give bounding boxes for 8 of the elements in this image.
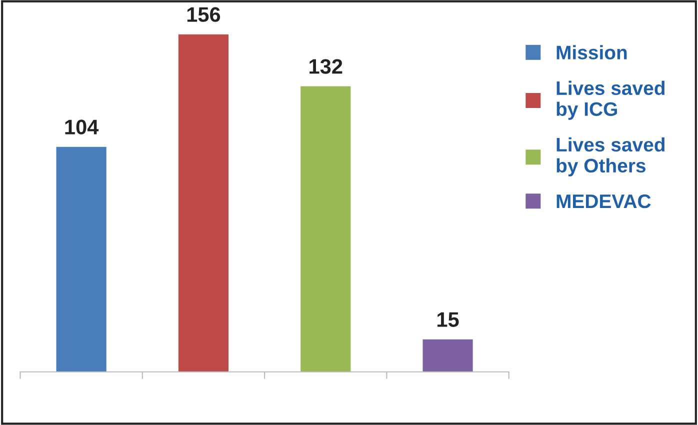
data-label: 132 — [310, 59, 342, 74]
legend-label: MEDEVAC — [556, 194, 651, 208]
legend-label: Lives saved by Others — [556, 137, 664, 176]
legend-label: Lives saved by ICG — [556, 80, 664, 120]
data-label: 15 — [437, 312, 459, 327]
data-label: 104 — [65, 120, 99, 134]
data-label: 156 — [187, 7, 220, 22]
legend-label: Mission — [556, 45, 627, 60]
